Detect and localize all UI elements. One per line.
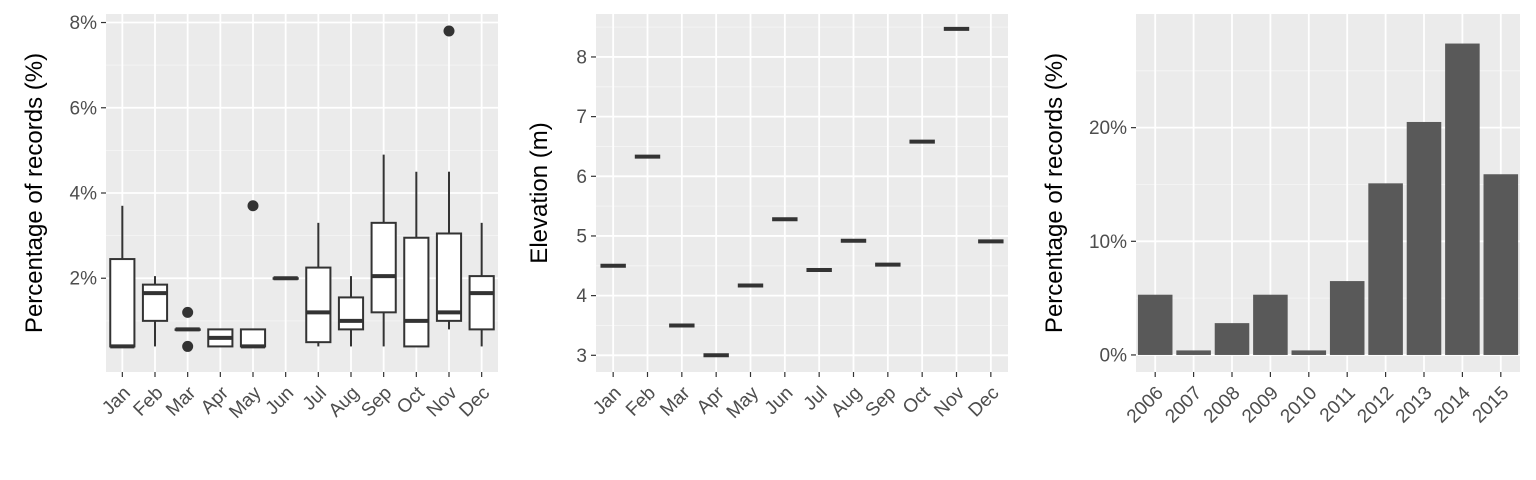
y-tick-label: 4	[576, 286, 587, 307]
iqr-box	[239, 328, 267, 348]
x-tick-label: 2011	[1316, 383, 1360, 427]
bar-2009	[1253, 294, 1288, 355]
y-tick-label: 3	[576, 346, 587, 367]
box-may	[239, 200, 267, 349]
y-axis-title: Percentage of records (%)	[21, 53, 48, 333]
box-mar	[174, 306, 201, 352]
outlier-point	[182, 306, 194, 318]
box-feb	[141, 276, 169, 347]
x-tick-label: Jun	[761, 383, 798, 420]
bar-2011	[1329, 281, 1365, 355]
outlier-point	[182, 340, 194, 352]
x-tick-label: 2009	[1238, 383, 1283, 428]
yearly-records-bar-panel: 0% 10% 20% 20062007200820092010201120122013…	[1041, 14, 1520, 427]
box-dec	[468, 222, 495, 347]
box-jun	[272, 276, 299, 281]
x-tick-label: Sep	[357, 383, 396, 422]
y-axis-title: Percentage of records (%)	[1041, 53, 1068, 333]
y-tick-label: 5	[576, 226, 587, 247]
x-tick-label: 2014	[1430, 382, 1475, 427]
x-tick-label: 2010	[1277, 383, 1322, 428]
x-tick-label: Feb	[130, 383, 168, 421]
x-tick-label: Aug	[827, 383, 866, 422]
box-oct	[403, 171, 430, 348]
y-axis-title: Elevation (m)	[526, 122, 553, 263]
plot-background	[596, 14, 1008, 372]
iqr-box	[370, 221, 397, 314]
x-tick-label: May	[723, 382, 764, 423]
iqr-box	[435, 232, 463, 322]
x-tick-label: 2007	[1161, 383, 1206, 428]
x-tick-label: Jan	[98, 383, 135, 420]
bar-2007	[1176, 350, 1211, 355]
x-tick-label: 2006	[1123, 383, 1168, 428]
x-tick-label: Aug	[325, 383, 364, 422]
x-tick-label: Jul	[299, 383, 331, 415]
x-tick-label: Mar	[656, 382, 694, 420]
iqr-box	[141, 283, 169, 322]
iqr-box	[337, 296, 365, 331]
x-tick-label: Dec	[455, 383, 494, 422]
x-tick-label: 2008	[1200, 383, 1245, 428]
y-tick-label: 20%	[1089, 118, 1127, 139]
iqr-box	[305, 266, 332, 344]
iqr-box	[468, 275, 495, 331]
x-tick-label: Oct	[899, 382, 935, 418]
x-tick-label: Jun	[262, 383, 299, 420]
x-tick-label: Jul	[800, 383, 832, 415]
x-tick-label: Jan	[589, 383, 626, 420]
outlier-point	[443, 25, 455, 37]
bar-2014	[1445, 43, 1480, 355]
y-tick-label: 10%	[1089, 232, 1127, 253]
box-sep	[370, 154, 397, 347]
x-tick-label: Feb	[622, 383, 660, 421]
box-jan	[109, 205, 136, 349]
x-tick-label: Oct	[393, 382, 429, 418]
bar-2008	[1214, 323, 1250, 355]
x-tick-label: May	[225, 382, 266, 423]
iqr-box	[403, 236, 430, 348]
x-tick-label: Nov	[930, 382, 969, 421]
outlier-point	[247, 200, 259, 212]
y-tick-label: 6%	[70, 98, 98, 119]
x-tick-label: Apr	[197, 382, 233, 418]
x-tick-label: Apr	[693, 382, 729, 418]
bar-2006	[1137, 294, 1173, 355]
y-tick-label: 8	[576, 47, 587, 68]
y-tick-label: 2%	[70, 269, 98, 290]
iqr-box	[109, 258, 136, 348]
box-aug	[337, 276, 365, 347]
x-tick-label: Dec	[965, 383, 1004, 422]
x-tick-label: Nov	[423, 382, 462, 421]
x-tick-label: Sep	[862, 383, 901, 422]
y-tick-label: 4%	[70, 184, 98, 205]
box-jul	[305, 222, 332, 347]
bar-2012	[1368, 183, 1403, 355]
x-tick-label: 2015	[1469, 383, 1514, 428]
y-tick-label: 6	[576, 167, 587, 188]
x-tick-label: 2012	[1353, 383, 1398, 428]
box-apr	[207, 328, 234, 348]
bar-2015	[1483, 174, 1519, 355]
bar-2013	[1406, 121, 1442, 355]
bar-2010	[1291, 350, 1327, 355]
y-tick-label: 7	[576, 107, 587, 128]
y-tick-label: 8%	[70, 13, 98, 34]
x-tick-label: 2013	[1392, 383, 1437, 428]
y-tick-label: 0%	[1100, 345, 1128, 366]
x-tick-label: Mar	[162, 382, 200, 420]
box-nov	[435, 25, 463, 330]
